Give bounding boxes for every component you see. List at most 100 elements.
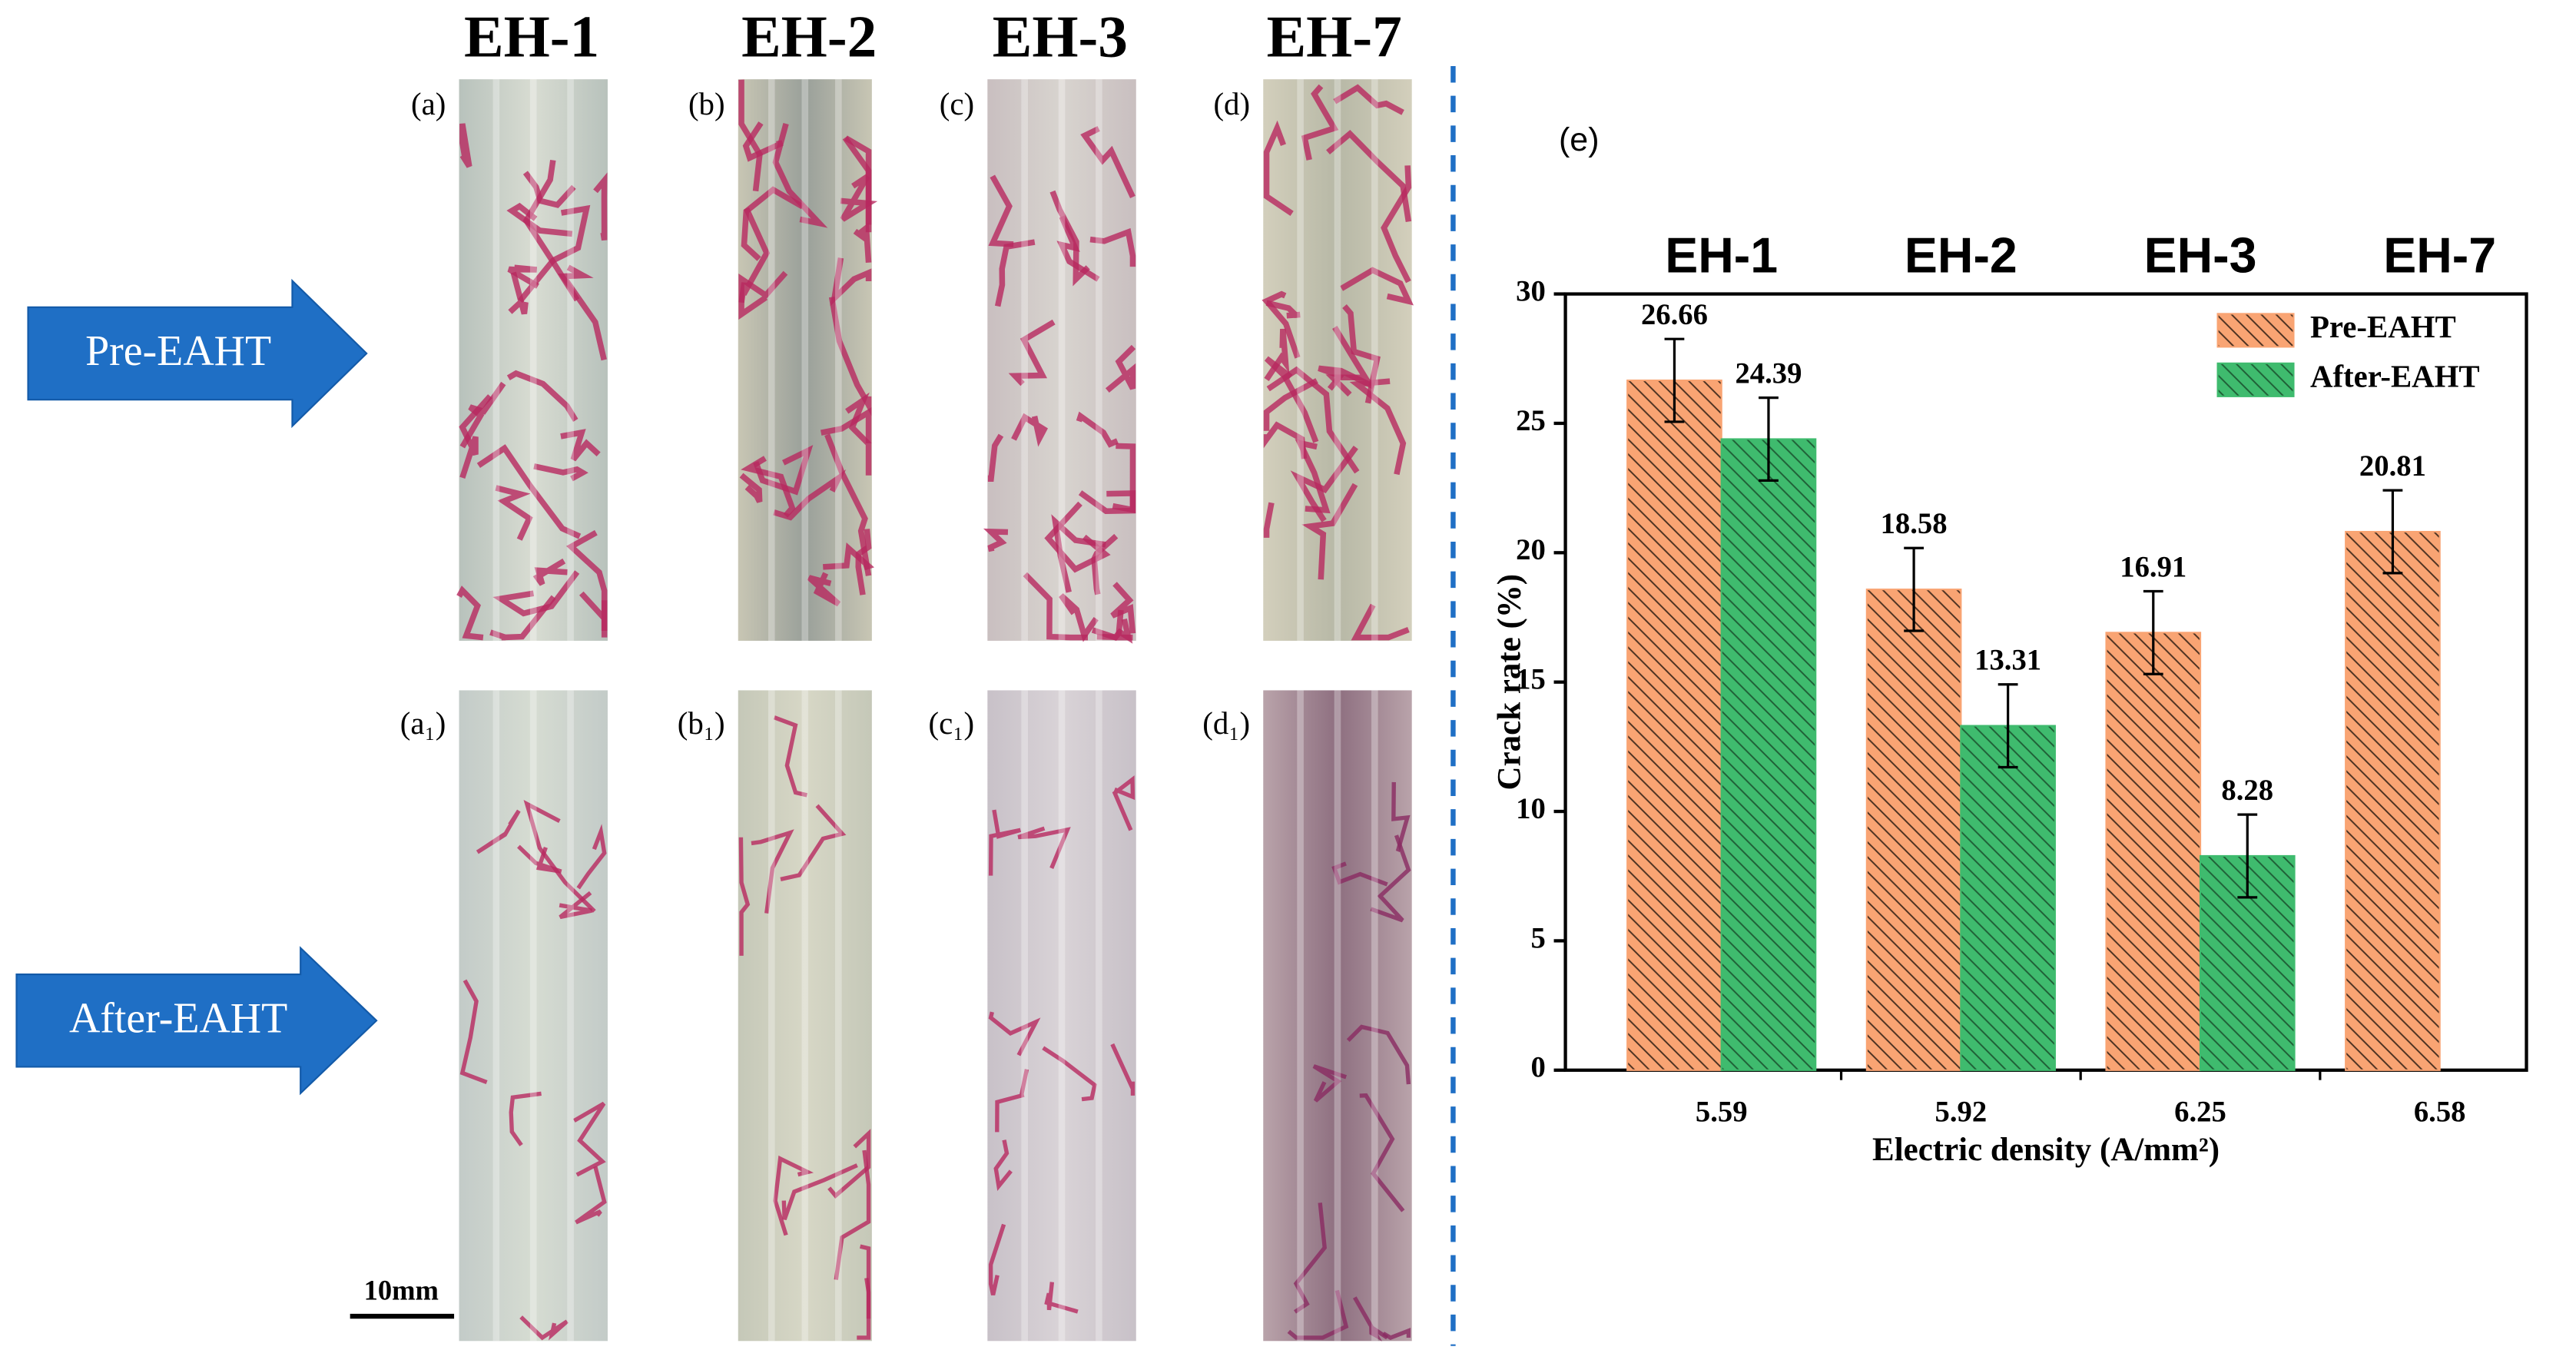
crack <box>522 171 576 208</box>
crack <box>1080 126 1135 199</box>
crack <box>853 222 872 264</box>
error-bar <box>2237 813 2258 899</box>
photo-panels: EH-1 EH-2 EH-3 EH-7 (a) (b) (c) (d) (a₁) (b₁) (c₁)… <box>400 4 1414 1342</box>
error-bar <box>1997 683 2018 769</box>
crack <box>1264 356 1319 443</box>
crack <box>1112 443 1136 514</box>
crack <box>575 1166 607 1225</box>
crack <box>459 979 488 1084</box>
crack <box>1391 781 1411 852</box>
crack <box>1011 413 1048 447</box>
crack <box>1340 267 1414 306</box>
arrow <box>27 278 368 429</box>
crack <box>753 445 814 496</box>
crack <box>476 444 582 539</box>
crack <box>489 595 556 641</box>
legend-swatch <box>2216 313 2295 348</box>
crack <box>579 591 608 638</box>
error-bar <box>1664 337 1685 423</box>
crack <box>1342 304 1381 404</box>
crack <box>857 1277 871 1340</box>
y-tick-label: 25 <box>1516 405 1546 437</box>
group-label: EH-3 <box>2144 227 2257 283</box>
bar <box>1626 379 1722 1071</box>
chart: (e) Electric density (A/mm²) Crack rate … <box>1492 121 2528 1168</box>
value-label: 13.31 <box>1974 645 2041 677</box>
crack <box>1346 1024 1411 1085</box>
crack <box>1265 300 1301 319</box>
group-label: EH-1 <box>1665 227 1778 283</box>
crack <box>1293 1202 1328 1314</box>
crack <box>834 1149 871 1280</box>
crack <box>738 270 788 320</box>
x-tick-label: 6.58 <box>2414 1096 2466 1129</box>
y-tick-label: 5 <box>1530 922 1545 954</box>
crack <box>824 433 872 576</box>
panel-label: (a₁) <box>400 706 446 741</box>
column-label: EH-3 <box>993 4 1128 70</box>
crack <box>1096 609 1133 641</box>
crack <box>507 264 539 289</box>
crack <box>772 123 828 228</box>
crack <box>1312 1064 1348 1103</box>
crack <box>1059 593 1099 642</box>
crack <box>518 204 591 303</box>
crack <box>1381 165 1412 284</box>
crack <box>751 829 794 914</box>
error-bar <box>2143 589 2163 675</box>
bar <box>1720 438 1817 1071</box>
crack <box>459 381 506 449</box>
crack <box>1301 483 1358 580</box>
crack <box>1290 446 1358 522</box>
crack <box>773 715 807 798</box>
column-label: EH-7 <box>1267 4 1402 70</box>
value-label: 20.81 <box>2359 450 2426 483</box>
crack <box>823 542 874 571</box>
group-label: EH-7 <box>2383 227 2496 283</box>
crack <box>560 429 601 462</box>
crack <box>456 585 484 641</box>
crack <box>827 1129 871 1199</box>
crack <box>1076 411 1119 448</box>
crack <box>987 433 1004 482</box>
crack <box>983 528 1009 552</box>
bar <box>2345 530 2441 1071</box>
crack <box>533 463 588 482</box>
row-label: Pre-EAHT <box>85 327 271 375</box>
crack <box>828 297 872 416</box>
crack <box>459 123 472 168</box>
legend-swatch <box>2216 362 2295 397</box>
value-label: 16.91 <box>2120 551 2186 583</box>
crack <box>1351 603 1410 641</box>
crack <box>988 809 1022 876</box>
group-label: EH-2 <box>1905 227 2017 283</box>
photo <box>987 690 1136 1342</box>
crack <box>820 407 872 443</box>
crack <box>1331 861 1388 887</box>
crack <box>845 392 872 476</box>
crack <box>559 891 592 920</box>
crack <box>519 1315 569 1341</box>
value-label: 18.58 <box>1881 508 1948 540</box>
crack <box>593 172 608 241</box>
crack <box>773 1155 814 1236</box>
panel-label: (d) <box>1213 87 1250 121</box>
crack <box>495 485 533 541</box>
value-label: 8.28 <box>2221 775 2273 807</box>
crack <box>1382 1328 1411 1340</box>
crack <box>1370 834 1411 923</box>
y-tick-label: 0 <box>1530 1052 1545 1084</box>
crack <box>781 1163 858 1220</box>
y-tick-label: 10 <box>1516 793 1546 825</box>
crack <box>1325 326 1371 397</box>
error-bar <box>1904 546 1925 632</box>
crack <box>572 1101 606 1177</box>
value-label: 24.39 <box>1735 358 1802 390</box>
crack <box>1105 344 1136 393</box>
row-label: After-EAHT <box>69 994 287 1042</box>
x-tick-label: 5.92 <box>1935 1096 1988 1129</box>
crack <box>1301 84 1339 161</box>
photo <box>459 79 608 641</box>
crack <box>1042 1046 1097 1102</box>
